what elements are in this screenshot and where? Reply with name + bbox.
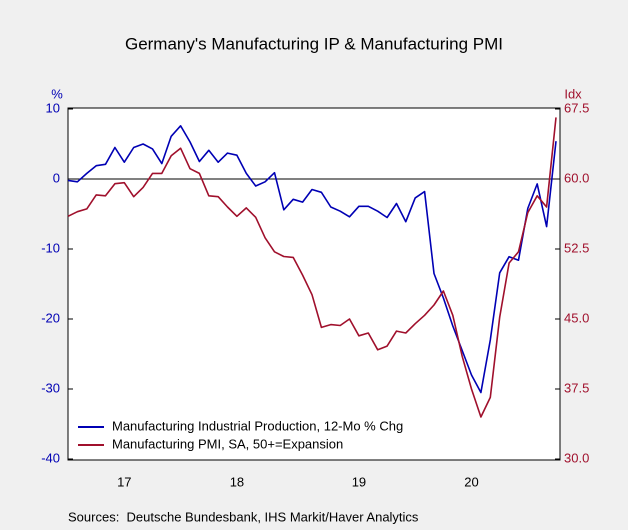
legend-label: Manufacturing Industrial Production, 12-… (112, 418, 403, 433)
series-line (67, 125, 557, 394)
y2-tick-label: 60.0 (564, 170, 589, 185)
legend-label: Manufacturing PMI, SA, 50+=Expansion (112, 436, 343, 451)
y2-tick-label: 37.5 (564, 380, 589, 395)
y-tick-label: 0 (53, 170, 60, 185)
y2-tick-label: 30.0 (564, 450, 589, 465)
source-note: Sources: Deutsche Bundesbank, IHS Markit… (68, 509, 419, 524)
y-tick-label: -10 (41, 240, 60, 255)
y-tick-label: -30 (41, 380, 60, 395)
plot-area (67, 107, 561, 461)
y-tick-label: -20 (41, 310, 60, 325)
y2-axis-label: Idx (564, 86, 582, 101)
y-axis-label: % (51, 86, 63, 101)
x-tick-label: 18 (230, 474, 244, 489)
x-tick-label: 19 (352, 474, 366, 489)
y-tick-label: -40 (41, 450, 60, 465)
chart-title: Germany's Manufacturing IP & Manufacturi… (125, 34, 503, 53)
x-tick-label: 20 (464, 474, 478, 489)
y2-tick-label: 52.5 (564, 240, 589, 255)
y-tick-label: 10 (46, 100, 60, 115)
series-line (67, 117, 557, 418)
y2-tick-label: 45.0 (564, 310, 589, 325)
x-tick-label: 17 (117, 474, 131, 489)
y2-tick-label: 67.5 (564, 100, 589, 115)
